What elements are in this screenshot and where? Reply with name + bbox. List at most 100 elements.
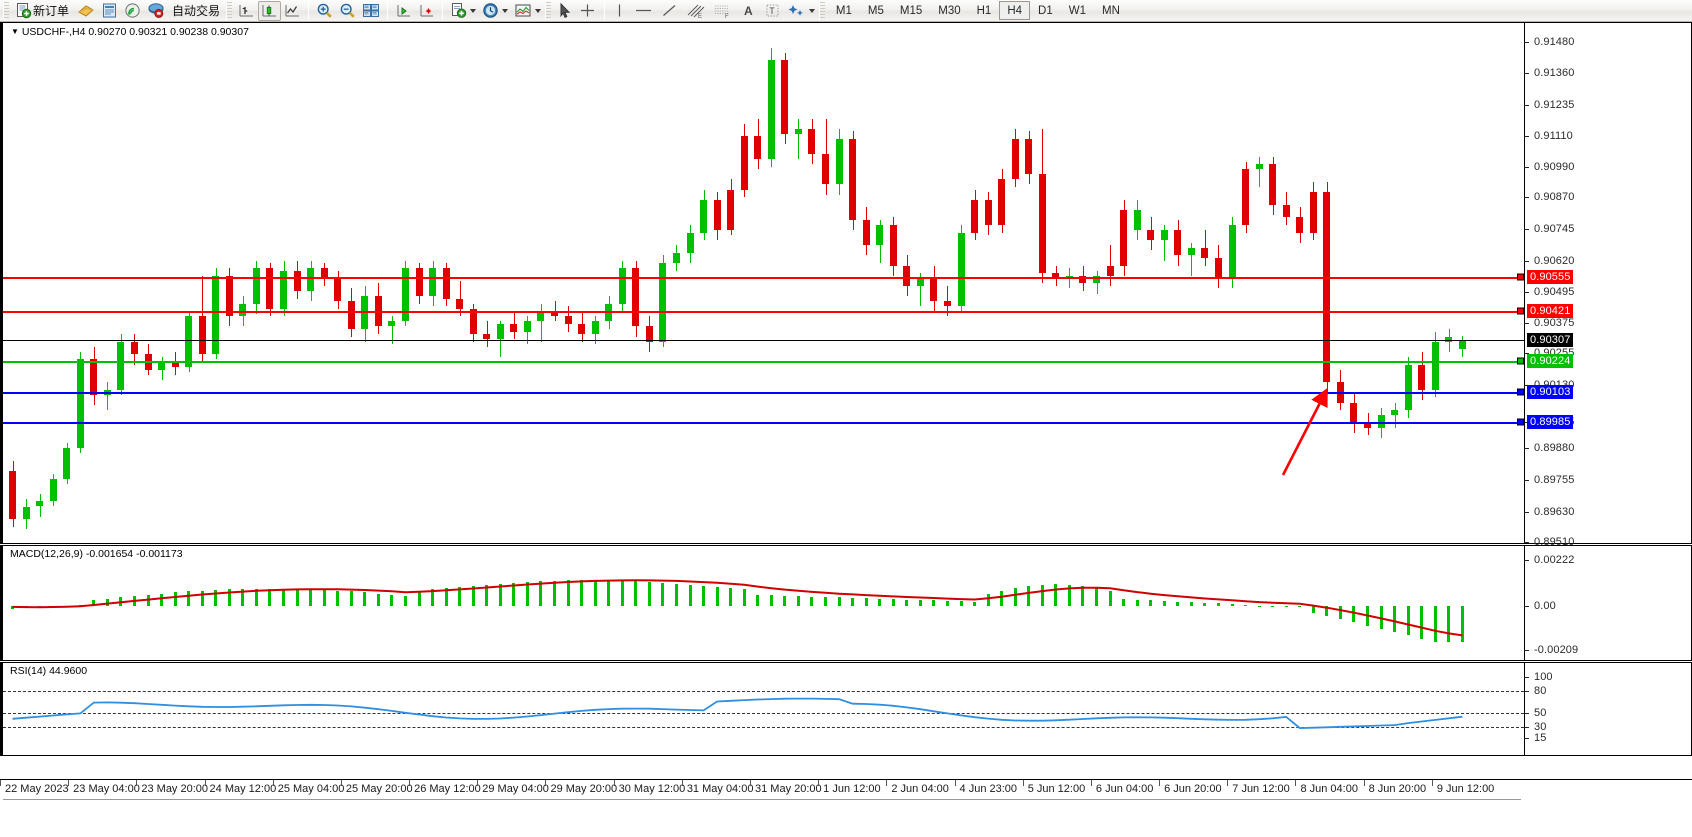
time-axis-label: 23 May 20:00 xyxy=(141,783,209,795)
periods-dropdown-caret[interactable] xyxy=(502,8,509,13)
price-line-handle[interactable] xyxy=(1517,418,1524,426)
price-line-handle[interactable] xyxy=(1517,273,1524,281)
candle-body xyxy=(252,268,260,304)
candle-body xyxy=(1106,265,1114,276)
line-chart-button[interactable] xyxy=(281,1,304,21)
price-line-support-2[interactable] xyxy=(3,421,1524,424)
time-tick xyxy=(1159,780,1161,786)
macd-histogram-bar xyxy=(864,598,868,607)
price-tick xyxy=(1524,421,1529,423)
timeframe-mn-button[interactable]: MN xyxy=(1101,4,1120,17)
timeframe-d1-button[interactable]: D1 xyxy=(1038,4,1053,17)
macd-histogram-bar xyxy=(891,599,895,607)
new-order-button[interactable]: 新订单 xyxy=(12,1,74,21)
macd-histogram-bar xyxy=(1054,584,1058,607)
macd-histogram-bar xyxy=(322,589,326,607)
toolbar-grip-2[interactable] xyxy=(226,1,233,20)
macd-histogram-bar xyxy=(742,589,746,607)
macd-histogram-bar xyxy=(336,590,340,607)
price-tick-label: 0.91235 xyxy=(1534,98,1575,111)
signals-button[interactable] xyxy=(121,1,144,21)
price-tick xyxy=(1524,479,1529,481)
price-line-handle[interactable] xyxy=(1517,307,1524,315)
price-line-target-line[interactable] xyxy=(3,360,1524,363)
chart-area[interactable]: ▼ USDCHF-,H4 0.90270 0.90321 0.90238 0.9… xyxy=(0,22,1692,837)
indicators-button[interactable] xyxy=(447,1,479,21)
macd-histogram-bar xyxy=(1000,590,1004,607)
toolbar-grip-3[interactable] xyxy=(545,1,552,20)
macd-histogram-bar xyxy=(851,597,855,607)
tile-windows-button[interactable] xyxy=(359,1,383,21)
up-arrow-annotation[interactable] xyxy=(1265,375,1385,485)
equidistant-channel-button[interactable]: E xyxy=(682,1,709,21)
candle-body xyxy=(1011,138,1019,180)
timeframe-h1-button[interactable]: H1 xyxy=(976,4,992,17)
timeframe-m30-button[interactable]: M30 xyxy=(938,4,961,17)
trendline-button[interactable] xyxy=(657,1,682,21)
objects-button[interactable] xyxy=(784,1,818,21)
expert-advisors-button[interactable] xyxy=(74,1,98,21)
time-tick xyxy=(613,780,615,786)
toolbar-grip[interactable] xyxy=(3,1,9,20)
price-line-current-price[interactable] xyxy=(3,339,1524,341)
clock-icon xyxy=(483,3,498,18)
periods-button[interactable] xyxy=(479,1,511,21)
price-line-resistance-2[interactable] xyxy=(3,277,1524,280)
time-tick xyxy=(272,780,274,786)
time-axis[interactable]: 22 May 2023 23 May 04:00 23 May 20:00 24 Ma… xyxy=(0,779,1692,837)
horizontal-line-button[interactable] xyxy=(630,1,657,21)
candle-body xyxy=(930,278,938,302)
candle-body xyxy=(334,278,342,302)
candle-body xyxy=(1201,247,1209,258)
candle-body xyxy=(1309,192,1317,233)
macd-pane[interactable]: MACD(12,26,9) -0.001654 -0.001173 0.0022… xyxy=(0,545,1692,661)
price-tag-support-2: 0.89985 xyxy=(1527,414,1574,429)
price-line-handle[interactable] xyxy=(1517,388,1524,396)
timeframe-w1-button[interactable]: W1 xyxy=(1068,4,1086,17)
price-line-handle[interactable] xyxy=(1517,357,1524,365)
templates-button[interactable] xyxy=(511,1,544,21)
macd-histogram-bar xyxy=(390,594,394,607)
macd-histogram-bar xyxy=(959,601,963,607)
text-label-button[interactable]: T xyxy=(761,1,784,21)
fibonacci-button[interactable]: F xyxy=(709,1,736,21)
text-button[interactable]: A xyxy=(736,1,761,21)
vertical-line-button[interactable] xyxy=(609,1,630,21)
templates-dropdown-caret[interactable] xyxy=(535,8,542,13)
timeframe-h4-button[interactable]: H4 xyxy=(999,1,1031,20)
price-axis-divider xyxy=(1524,23,1525,543)
objects-dropdown-caret[interactable] xyxy=(808,8,815,13)
rsi-pane[interactable]: RSI(14) 44.9600 100 80 50 30 15 xyxy=(0,662,1692,756)
macd-histogram-bar xyxy=(268,588,272,607)
cursor-button[interactable] xyxy=(554,1,575,21)
market-button[interactable] xyxy=(144,1,168,21)
price-tick xyxy=(1524,136,1529,138)
autotrade-button[interactable]: 自动交易 xyxy=(168,1,225,21)
symbol-dropdown-caret[interactable]: ▼ xyxy=(11,27,19,36)
toolbar-grip-4[interactable] xyxy=(818,1,825,20)
book-icon xyxy=(78,5,94,17)
macd-histogram-bar xyxy=(525,581,529,607)
auto-scroll-button[interactable] xyxy=(392,1,415,21)
indicators-dropdown-caret[interactable] xyxy=(470,8,477,13)
price-tick xyxy=(1524,292,1529,294)
timeframe-m5-button[interactable]: M5 xyxy=(867,4,884,17)
price-line-resistance-1[interactable] xyxy=(3,311,1524,313)
chart-scrollbar[interactable] xyxy=(0,802,1692,816)
zoom-in-button[interactable] xyxy=(313,1,336,21)
macd-histogram-bar xyxy=(309,589,313,607)
price-line-support-1[interactable] xyxy=(3,391,1524,394)
terminal-button[interactable] xyxy=(98,1,121,21)
price-pane[interactable]: ▼ USDCHF-,H4 0.90270 0.90321 0.90238 0.9… xyxy=(0,22,1692,548)
candle-body xyxy=(1187,247,1195,256)
bar-chart-button[interactable] xyxy=(235,1,258,21)
timeframe-m1-button[interactable]: M1 xyxy=(835,4,852,17)
candle-body xyxy=(1418,364,1426,390)
candle-body xyxy=(889,225,897,266)
timeframe-m15-button[interactable]: M15 xyxy=(899,4,923,17)
zoom-out-button[interactable] xyxy=(336,1,359,21)
candlestick-chart-button[interactable] xyxy=(258,0,282,21)
crosshair-button[interactable] xyxy=(575,1,600,21)
chart-shift-button[interactable] xyxy=(415,1,438,21)
auto-scroll-icon xyxy=(397,5,411,17)
